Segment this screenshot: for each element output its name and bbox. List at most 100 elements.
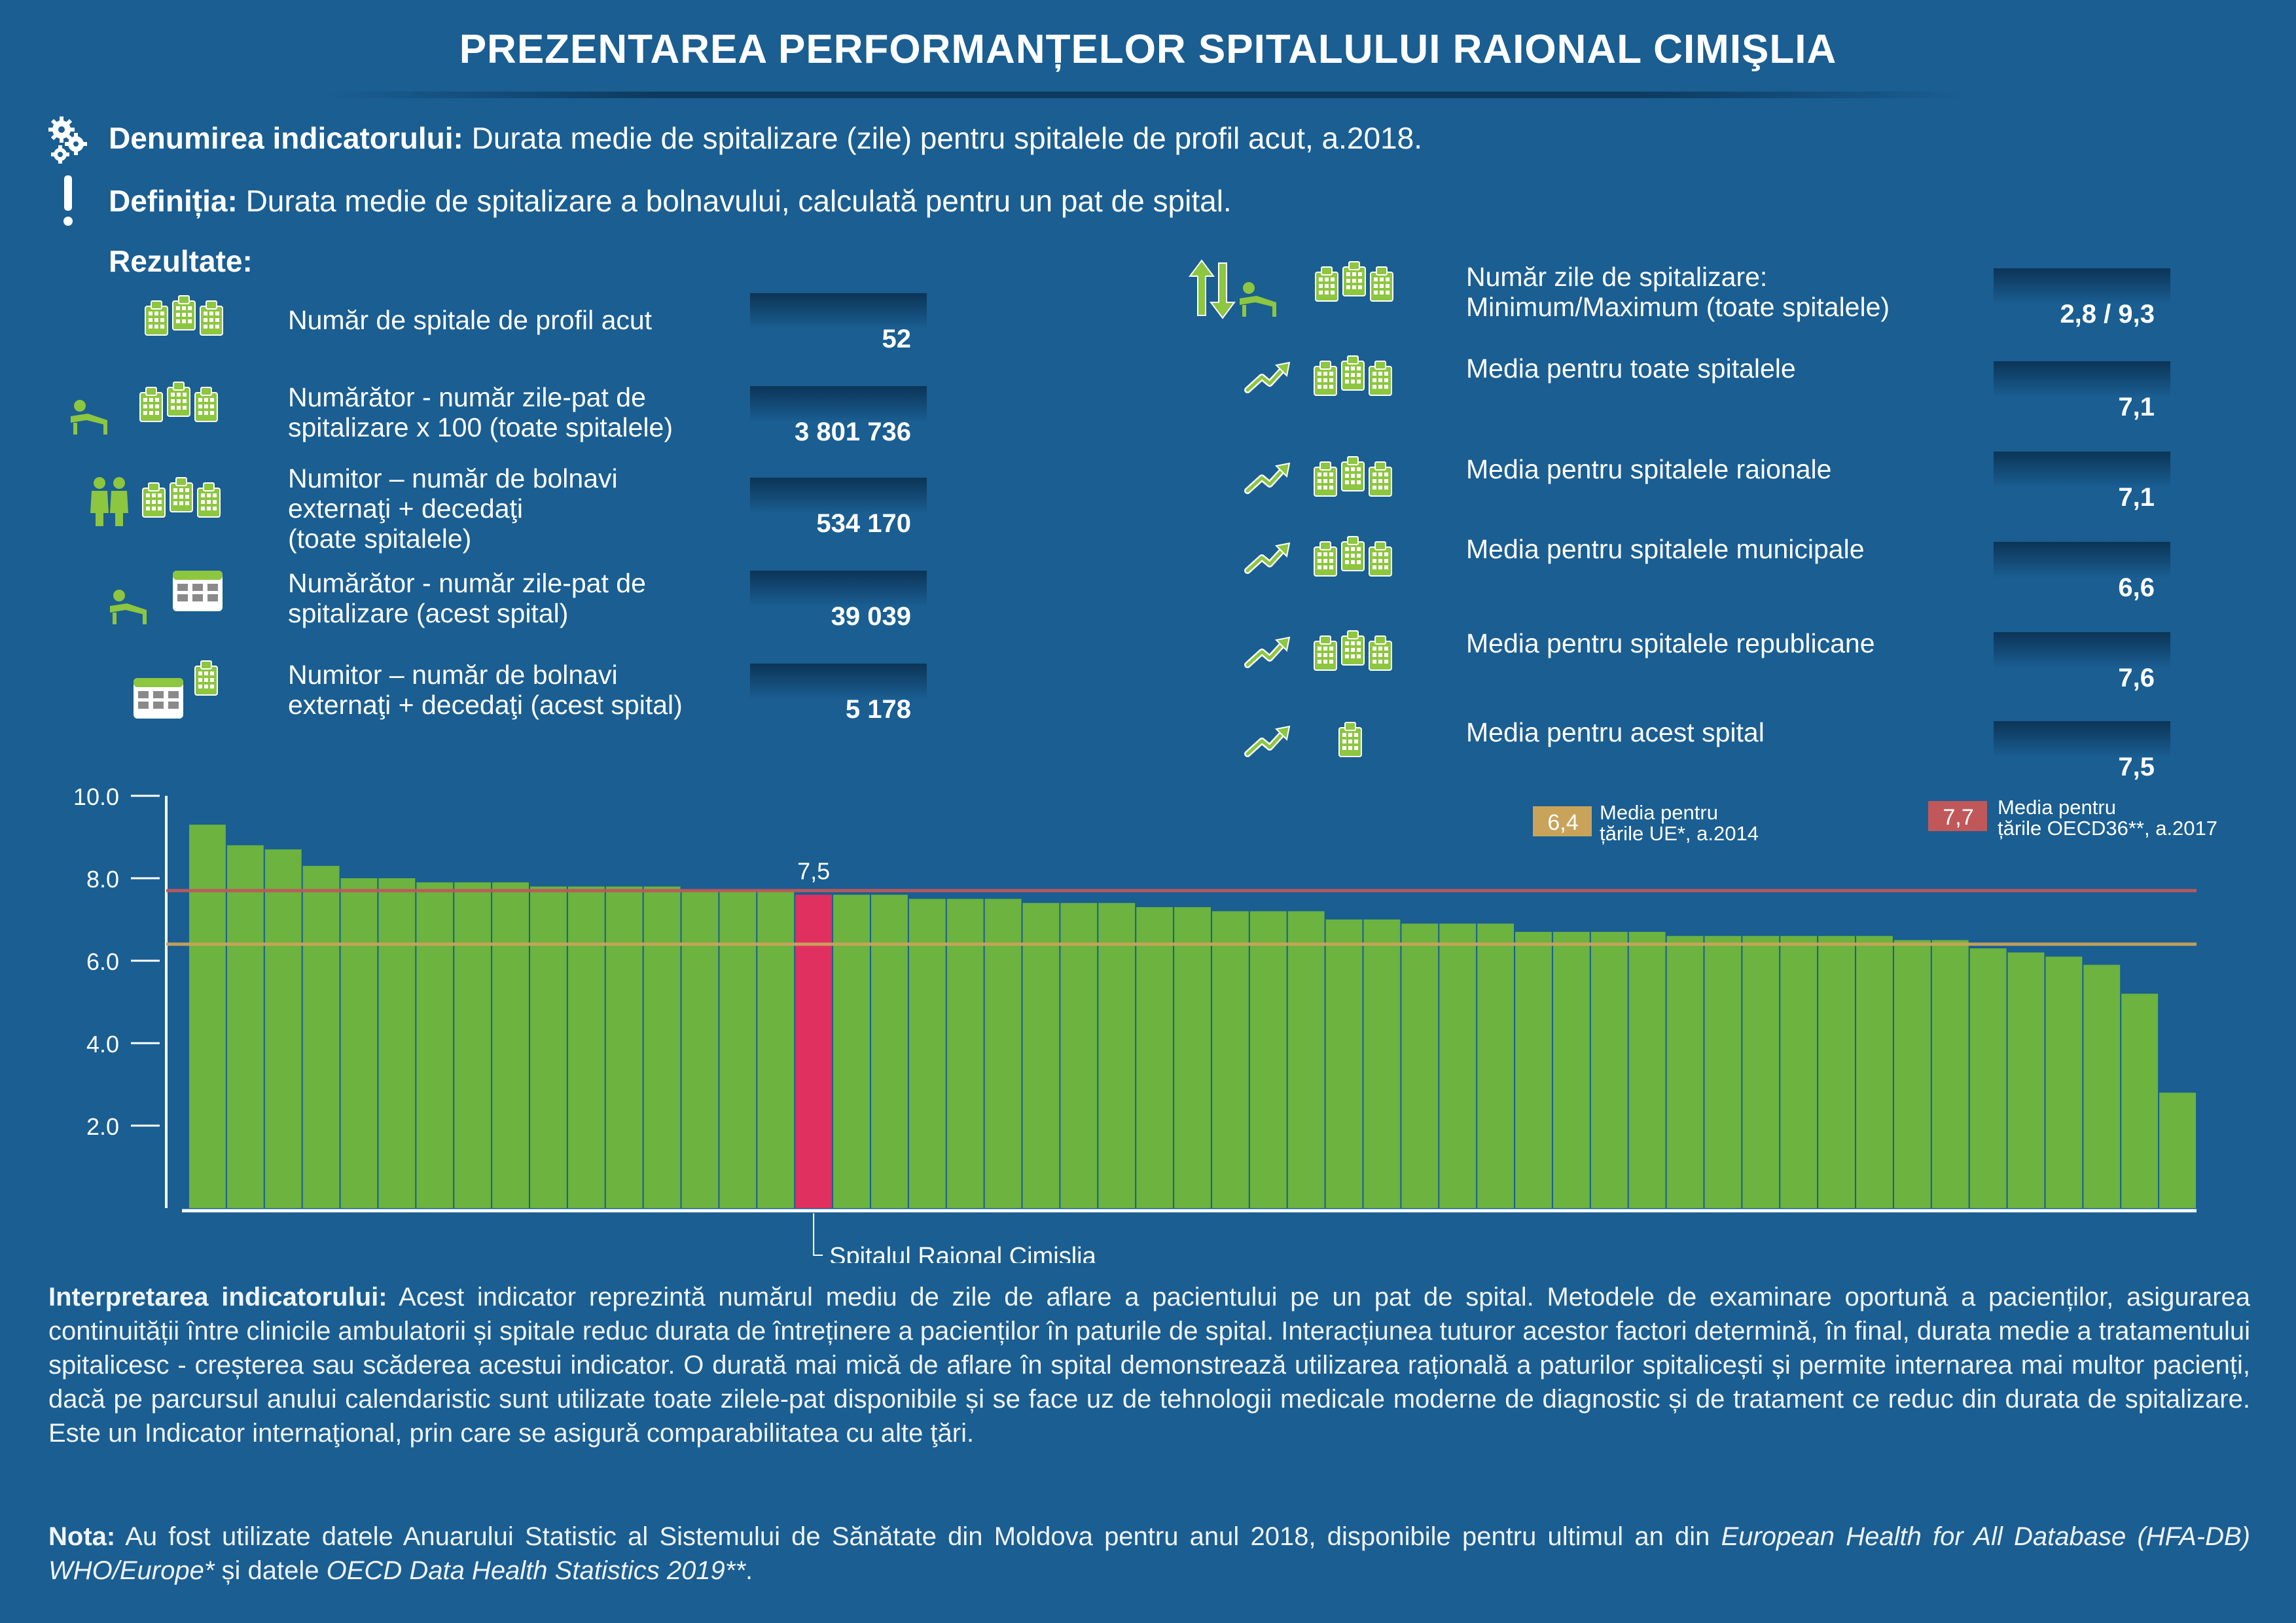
bar bbox=[1515, 931, 1552, 1208]
bar bbox=[757, 890, 795, 1208]
bar bbox=[1136, 907, 1174, 1208]
bar bbox=[1856, 936, 1893, 1208]
trend-hospital-icon bbox=[1185, 449, 1401, 518]
average-value-6: 7,5 bbox=[1994, 721, 2170, 787]
average-label-line: Media pentru spitalele republicane bbox=[1466, 628, 1875, 658]
average-label-line: Minimum/Maximum (toate spitalele) bbox=[1466, 292, 1890, 322]
bar bbox=[1666, 936, 1704, 1208]
note-italic-2: OECD Data Health Statistics 2019** bbox=[326, 1556, 745, 1585]
highlight-bar bbox=[795, 895, 833, 1208]
reference-legend-text: Media pentru bbox=[1998, 796, 2116, 819]
bar bbox=[1893, 940, 1931, 1208]
average-label-line: Media pentru spitalele raionale bbox=[1466, 454, 1832, 484]
average-value-5: 7,6 bbox=[1994, 632, 2170, 698]
average-label-3: Media pentru spitalele raionale bbox=[1466, 454, 1831, 484]
bar bbox=[1780, 936, 1818, 1208]
definition-line: Definiția: Durata medie de spitalizare a… bbox=[109, 183, 1232, 219]
average-label-line: Media pentru toate spitalele bbox=[1466, 353, 1796, 383]
bar bbox=[643, 886, 681, 1208]
average-label-5: Media pentru spitalele republicane bbox=[1466, 628, 1875, 658]
bar bbox=[1060, 902, 1098, 1208]
reference-legend-badge bbox=[1928, 801, 1987, 831]
bar bbox=[1022, 902, 1060, 1208]
bar bbox=[2045, 956, 2083, 1208]
average-label-line: Media pentru spitalele municipale bbox=[1466, 534, 1865, 564]
result-value-5: 5 178 bbox=[750, 664, 927, 729]
patient-bed-hospital-icon bbox=[65, 374, 229, 450]
note-text-2: și datele bbox=[214, 1556, 327, 1585]
highlight-value-label: 7,5 bbox=[797, 858, 830, 885]
reference-legend-text: țările OECD36**, a.2017 bbox=[1998, 817, 2217, 840]
result-value-3: 534 170 bbox=[750, 478, 927, 543]
y-tick-label: 2.0 bbox=[86, 1113, 119, 1140]
indicator-name-line: Denumirea indicatorului: Durata medie de… bbox=[109, 120, 1422, 156]
bar bbox=[870, 895, 908, 1208]
bar bbox=[1818, 936, 1856, 1208]
result-label-1: Număr de spitale de profil acut bbox=[288, 305, 652, 335]
bar bbox=[2159, 1092, 2196, 1208]
interpretation-paragraph: Interpretarea indicatorului: Acest indic… bbox=[48, 1280, 2250, 1450]
bar bbox=[454, 882, 492, 1208]
title-underline bbox=[327, 92, 1964, 98]
result-label-line: Numărător - număr zile-pat de bbox=[288, 568, 646, 598]
result-label-line: externaţi + decedaţi (acest spital) bbox=[288, 690, 683, 720]
result-label-line: externaţi + decedaţi bbox=[288, 493, 523, 524]
result-label-line: Numărător - număr zile-pat de bbox=[288, 382, 646, 412]
bar bbox=[681, 890, 719, 1208]
average-label-4: Media pentru spitalele municipale bbox=[1466, 534, 1865, 564]
bar bbox=[1211, 911, 1249, 1208]
bar bbox=[567, 886, 605, 1208]
result-label-line: Număr de spitale de profil acut bbox=[288, 305, 653, 335]
bar bbox=[529, 886, 567, 1208]
bar bbox=[416, 882, 454, 1208]
bar bbox=[2007, 952, 2045, 1208]
result-label-line: spitalizare (acest spital) bbox=[288, 598, 569, 628]
average-label-2: Media pentru toate spitalele bbox=[1466, 353, 1796, 383]
hospital-icon bbox=[143, 288, 234, 346]
average-label-6: Media pentru acest spital bbox=[1466, 717, 1765, 747]
bar bbox=[1969, 948, 2007, 1208]
bar bbox=[946, 899, 984, 1208]
indicator-name-label: Denumirea indicatorului: bbox=[109, 121, 463, 155]
bar bbox=[1439, 923, 1477, 1208]
bar bbox=[1174, 907, 1211, 1208]
bar bbox=[1401, 923, 1439, 1208]
reference-legend-value: 7,7 bbox=[1943, 805, 1973, 830]
trend-hospital-icon bbox=[1185, 348, 1401, 417]
bar bbox=[984, 899, 1022, 1208]
calendar-hospital-icon bbox=[131, 658, 236, 727]
gears-icon bbox=[47, 115, 90, 168]
bar bbox=[302, 866, 340, 1208]
bar bbox=[1249, 911, 1287, 1208]
bar bbox=[226, 845, 264, 1208]
result-value-2: 3 801 736 bbox=[750, 386, 927, 452]
bar bbox=[719, 890, 757, 1208]
bar bbox=[378, 878, 416, 1208]
bar bbox=[1363, 919, 1401, 1208]
bar bbox=[1628, 931, 1666, 1208]
interpretation-label: Interpretarea indicatorului: bbox=[48, 1283, 387, 1311]
average-value-4: 6,6 bbox=[1994, 542, 2170, 607]
definition-label: Definiția: bbox=[109, 184, 238, 218]
note-paragraph: Nota: Au fost utilizate datele Anuarului… bbox=[48, 1520, 2250, 1588]
result-label-line: Numitor – număr de bolnavi bbox=[288, 660, 618, 690]
note-italic-1: European Health for All Database (HFA-DB… bbox=[48, 1522, 2251, 1585]
bar bbox=[1704, 936, 1742, 1208]
indicator-name-value: Durata medie de spitalizare (zile) pentr… bbox=[471, 121, 1422, 155]
bar bbox=[1931, 940, 1969, 1208]
note-label: Nota: bbox=[48, 1522, 116, 1551]
bar bbox=[264, 849, 302, 1208]
average-value-3: 7,1 bbox=[1994, 452, 2170, 517]
reference-legend-text: Media pentru bbox=[1600, 801, 1718, 824]
trend-hospital-icon bbox=[1185, 529, 1401, 597]
reference-legend-value: 6,4 bbox=[1547, 810, 1578, 835]
highlight-bar-label: Spitalul Raional Cimişlia bbox=[829, 1243, 1096, 1263]
average-label-line: Număr zile de spitalizare: bbox=[1466, 262, 1768, 292]
trend-hospital-icon bbox=[1185, 623, 1401, 692]
reference-legend-badge bbox=[1533, 806, 1592, 836]
average-label-1: Număr zile de spitalizare: Minimum/Maximu… bbox=[1466, 262, 1890, 322]
bar bbox=[1287, 911, 1325, 1208]
bar bbox=[340, 878, 378, 1208]
bar-chart: 10.0 8.0 6.0 4.0 2.0 7,5 Spitalul Raional Cimi… bbox=[73, 783, 2217, 1263]
definition-value: Durata medie de spitalizare a bolnavului… bbox=[245, 184, 1232, 218]
